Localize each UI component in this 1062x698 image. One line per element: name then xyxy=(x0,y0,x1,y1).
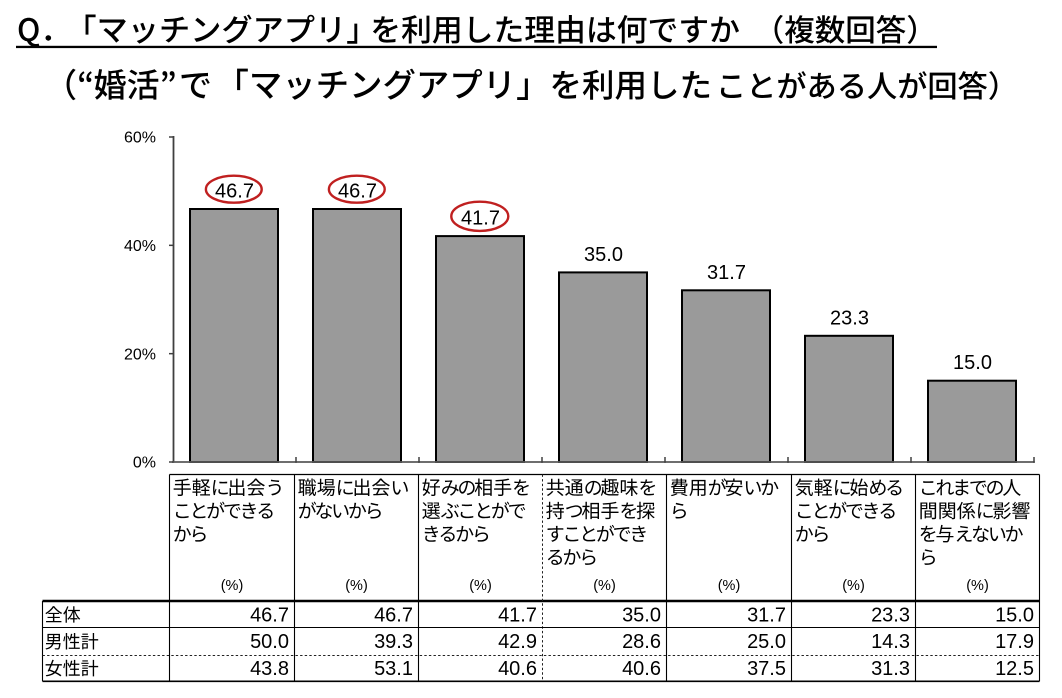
svg-text:35.0: 35.0 xyxy=(622,604,661,626)
svg-text:(%): (%) xyxy=(718,578,741,594)
svg-text:(%): (%) xyxy=(221,578,244,594)
svg-text:46.7: 46.7 xyxy=(250,604,289,626)
svg-text:46.7: 46.7 xyxy=(215,181,254,203)
svg-text:40%: 40% xyxy=(124,238,156,255)
svg-text:50.0: 50.0 xyxy=(250,631,289,653)
svg-text:25.0: 25.0 xyxy=(747,631,786,653)
svg-text:37.5: 37.5 xyxy=(747,658,786,680)
svg-text:60%: 60% xyxy=(124,130,156,147)
svg-text:14.3: 14.3 xyxy=(871,631,910,653)
svg-text:46.7: 46.7 xyxy=(374,604,413,626)
svg-text:42.9: 42.9 xyxy=(498,631,537,653)
svg-text:(%): (%) xyxy=(469,578,492,594)
svg-text:41.7: 41.7 xyxy=(498,604,537,626)
svg-text:31.7: 31.7 xyxy=(747,604,786,626)
svg-text:39.3: 39.3 xyxy=(374,631,413,653)
svg-text:23.3: 23.3 xyxy=(830,307,869,329)
svg-text:40.6: 40.6 xyxy=(622,658,661,680)
svg-text:0%: 0% xyxy=(133,455,156,472)
svg-text:17.9: 17.9 xyxy=(995,631,1034,653)
svg-text:15.0: 15.0 xyxy=(953,352,992,374)
svg-text:20%: 20% xyxy=(124,346,156,363)
svg-text:35.0: 35.0 xyxy=(584,244,623,266)
svg-text:31.7: 31.7 xyxy=(707,262,746,284)
svg-text:(%): (%) xyxy=(593,578,616,594)
svg-text:53.1: 53.1 xyxy=(374,658,413,680)
svg-text:28.6: 28.6 xyxy=(622,631,661,653)
svg-text:23.3: 23.3 xyxy=(871,604,910,626)
svg-text:43.8: 43.8 xyxy=(250,658,289,680)
svg-text:46.7: 46.7 xyxy=(338,181,377,203)
svg-text:(%): (%) xyxy=(345,578,368,594)
svg-text:31.3: 31.3 xyxy=(871,658,910,680)
svg-text:41.7: 41.7 xyxy=(461,208,500,230)
svg-text:(%): (%) xyxy=(842,578,865,594)
svg-text:40.6: 40.6 xyxy=(498,658,537,680)
svg-text:15.0: 15.0 xyxy=(995,604,1034,626)
svg-text:12.5: 12.5 xyxy=(995,658,1034,680)
svg-text:(%): (%) xyxy=(966,578,989,594)
